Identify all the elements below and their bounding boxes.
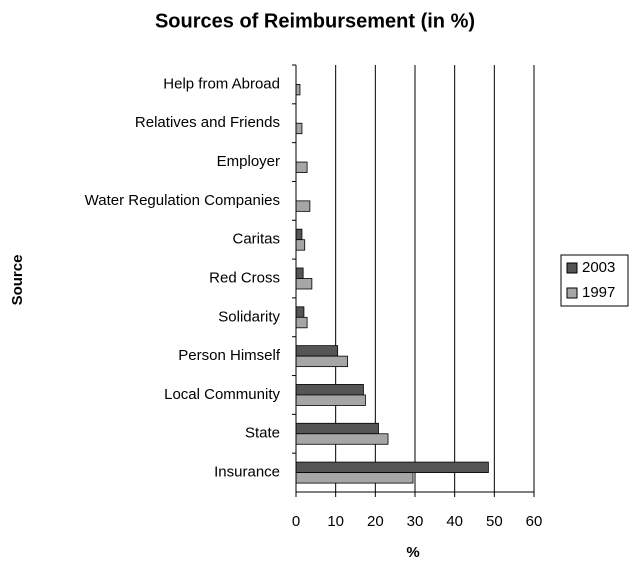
y-tick-label: Employer xyxy=(217,153,280,170)
bar xyxy=(295,278,313,290)
legend-swatch xyxy=(566,262,578,274)
y-axis-title: Source xyxy=(9,255,26,306)
bar xyxy=(295,345,339,357)
y-tick-label: Water Regulation Companies xyxy=(85,192,280,209)
bar xyxy=(295,316,308,329)
legend-label: 2003 xyxy=(582,259,615,276)
x-tick-label: 10 xyxy=(327,513,344,530)
chart-title: Sources of Reimbursement (in %) xyxy=(155,10,475,32)
bar xyxy=(295,355,348,368)
bar xyxy=(295,84,301,96)
x-tick-label: 20 xyxy=(367,513,384,530)
x-tick-label: 60 xyxy=(526,513,543,530)
y-tick-label: State xyxy=(245,425,280,442)
bar xyxy=(295,394,366,406)
bar xyxy=(295,461,489,473)
y-tick-label: Help from Abroad xyxy=(163,75,280,92)
bar xyxy=(295,228,303,241)
bar xyxy=(295,122,303,135)
y-tick-label: Caritas xyxy=(232,231,280,248)
x-tick-label: 50 xyxy=(486,513,503,530)
bar xyxy=(295,433,389,445)
y-tick-label: Person Himself xyxy=(178,347,281,364)
bar xyxy=(295,161,308,173)
x-tick-label: 30 xyxy=(407,513,424,530)
x-tick-label: 40 xyxy=(446,513,463,530)
bar xyxy=(295,384,364,396)
y-tick-label: Relatives and Friends xyxy=(135,114,280,131)
bar xyxy=(295,200,311,212)
x-tick-label: 0 xyxy=(292,513,300,530)
bar xyxy=(295,422,379,435)
y-tick-label: Insurance xyxy=(214,464,280,481)
legend-label: 1997 xyxy=(582,284,615,301)
bar xyxy=(295,306,305,318)
y-tick-label: Local Community xyxy=(164,386,280,403)
legend-swatch xyxy=(566,287,578,299)
bar xyxy=(295,472,414,484)
y-tick-label: Solidarity xyxy=(218,308,280,325)
bar xyxy=(295,267,304,279)
x-axis-title: % xyxy=(406,544,419,561)
y-tick-label: Red Cross xyxy=(209,269,280,286)
bar xyxy=(295,239,306,251)
